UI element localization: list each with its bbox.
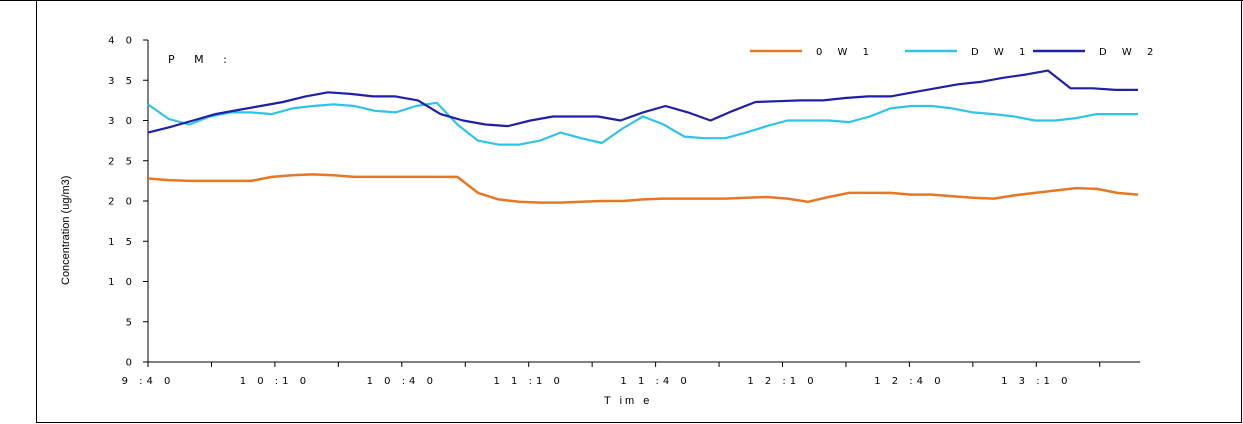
legend-label: D W 2 [1099, 47, 1159, 58]
y-tick-labels: 0 5 1 0 1 5 2 0 2 5 3 0 3 5 4 0 [108, 36, 136, 369]
y-tick-label: 0 [126, 358, 136, 369]
y-axis-label: Concentration (ug/m3) [60, 176, 72, 285]
y-tick-label: 1 0 [108, 277, 136, 288]
y-tick-label: 1 5 [108, 237, 136, 248]
x-axis-label: T im e [604, 395, 652, 407]
series-line-2 [147, 101, 1138, 146]
x-tick-labels: 9 :4 0 1 0 :1 0 1 0 :4 0 1 1 :1 0 1 1 :4 0 1 … [122, 376, 1071, 387]
series-line-3 [147, 69, 1138, 134]
x-tick-label: 1 3 :1 0 [1001, 376, 1071, 387]
figure-frame [36, 0, 1242, 423]
series-lines [147, 69, 1139, 204]
panel-label: P M : [168, 53, 235, 66]
legend-label: D W 1 [971, 47, 1031, 58]
axes [143, 39, 1140, 367]
legend: 0 W 1 D W 1 D W 2 [750, 47, 1159, 58]
x-tick-label: 1 0 :1 0 [240, 376, 310, 387]
x-tick-label: 1 1 :1 0 [494, 376, 564, 387]
y-tick-label: 3 5 [108, 76, 136, 87]
legend-label: 0 W 1 [816, 47, 875, 58]
x-tick-label: 1 1 :4 0 [620, 376, 690, 387]
y-tick-label: 2 5 [108, 156, 136, 167]
y-tick-label: 4 0 [108, 36, 136, 47]
y-tick-label: 2 0 [108, 197, 136, 208]
x-tick-label: 1 2 :4 0 [874, 376, 944, 387]
y-tick-label: 5 [126, 317, 136, 328]
frame-top-border [0, 0, 1243, 1]
x-tick-label: 1 0 :4 0 [367, 376, 437, 387]
y-tick-label: 3 0 [108, 116, 136, 127]
x-tick-label: 1 2 :1 0 [747, 376, 817, 387]
series-line-1 [147, 173, 1139, 204]
x-tick-label: 9 :4 0 [122, 376, 175, 387]
